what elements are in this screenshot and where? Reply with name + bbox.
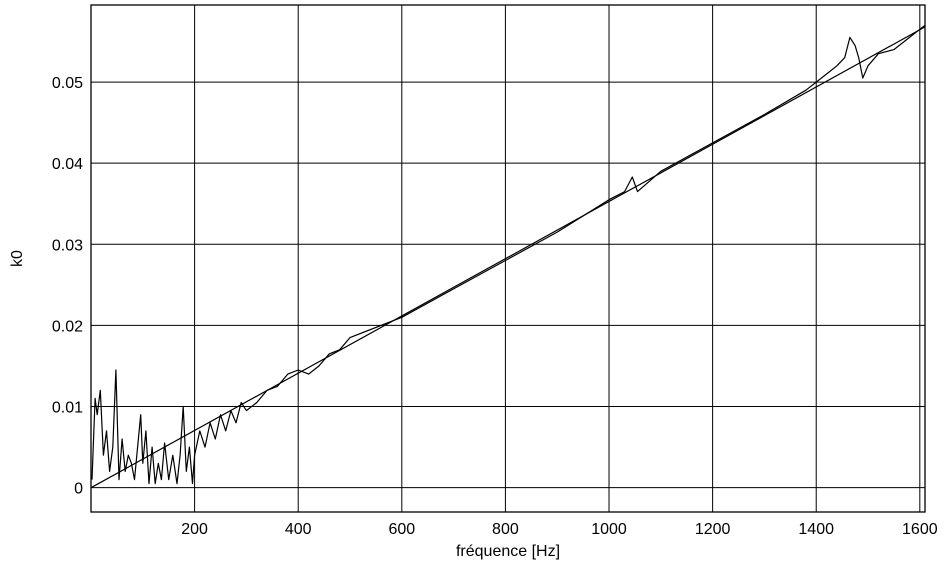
data-series <box>90 24 926 489</box>
y-tick-label: 0.02 <box>52 318 83 335</box>
grid-lines <box>91 5 925 512</box>
x-tick-label: 1000 <box>591 521 627 538</box>
x-tick-label: 600 <box>388 521 415 538</box>
y-tick-label: 0.05 <box>52 75 83 92</box>
y-tick-label: 0.03 <box>52 237 83 254</box>
x-axis-label: fréquence [Hz] <box>456 543 560 560</box>
measured-line <box>91 24 926 485</box>
tick-labels: 200 400 600 800 1000 1200 1400 1600 0 0.01 0.02 0.0… <box>52 75 938 538</box>
y-axis-label: k0 <box>9 250 26 267</box>
x-tick-label: 800 <box>492 521 519 538</box>
x-tick-label: 1200 <box>695 521 731 538</box>
y-tick-label: 0 <box>74 481 83 498</box>
x-tick-label: 1400 <box>798 521 834 538</box>
x-tick-label: 400 <box>285 521 312 538</box>
x-tick-label: 200 <box>181 521 208 538</box>
fit-line <box>90 26 926 489</box>
y-tick-label: 0.01 <box>52 400 83 417</box>
x-tick-label: 1600 <box>902 521 938 538</box>
y-tick-label: 0.04 <box>52 156 83 173</box>
